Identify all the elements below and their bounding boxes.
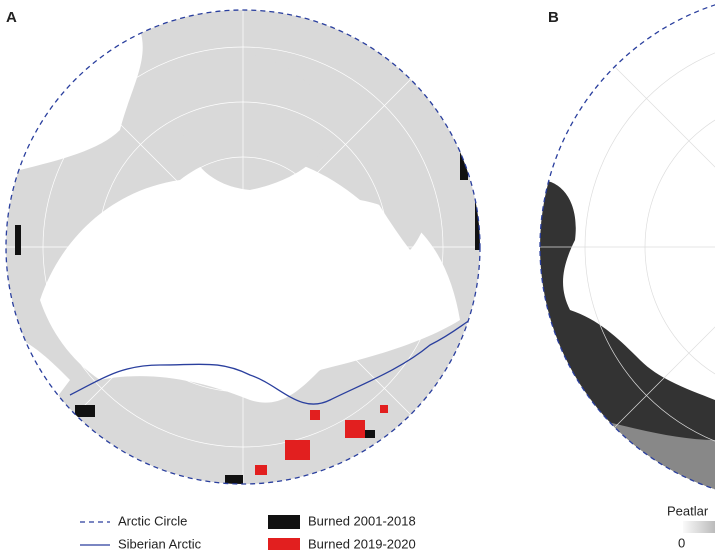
colorbar (683, 521, 715, 533)
greenland (340, 68, 440, 250)
arctic-ocean (40, 155, 460, 403)
legend-label: Burned 2019-2020 (308, 536, 416, 550)
graticule (540, 36, 715, 458)
legend-label: Burned 2001-2018 (308, 513, 416, 528)
legend-label: Siberian Arctic (118, 536, 202, 550)
land (180, 52, 332, 190)
map-b (540, 0, 715, 502)
colorbar-title: Peatlar (667, 503, 709, 518)
arctic-circle (5, 9, 481, 485)
burned-recent (255, 405, 388, 475)
legend-swatch (268, 538, 300, 550)
graticule (0, 0, 480, 490)
siberian-arctic-line (69, 319, 471, 405)
panel-label: B (548, 9, 559, 26)
map-a (0, 0, 480, 490)
legend-swatch (268, 515, 300, 529)
colorbar-tick-label: 0 (678, 535, 685, 550)
panel-label: A (6, 9, 17, 26)
legend-label: Arctic Circle (118, 513, 187, 528)
